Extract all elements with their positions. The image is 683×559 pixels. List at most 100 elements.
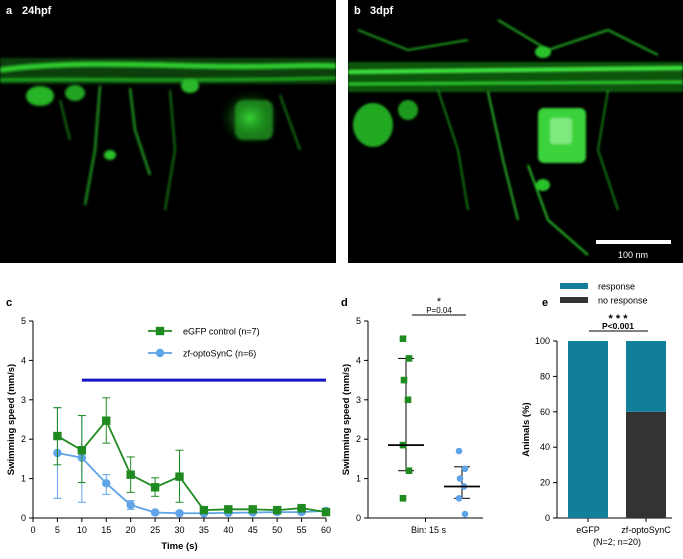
- y-tick-label: 0: [356, 513, 361, 523]
- x-tick-label: 50: [272, 525, 282, 535]
- data-point: [297, 503, 306, 513]
- y-tick-label: 60: [540, 407, 550, 417]
- category-footer: (N=2; n=20): [593, 537, 641, 547]
- y-axis-label: Swimming speed (mm/s): [6, 364, 17, 475]
- data-point: [150, 508, 160, 517]
- x-tick-label: 45: [248, 525, 258, 535]
- data-point: [126, 470, 135, 479]
- data-point: [456, 475, 464, 482]
- data-point: [405, 467, 413, 475]
- data-point: [199, 505, 209, 515]
- legend-label: zf-optoSynC (n=6): [183, 349, 256, 359]
- y-axis-label: Animals (%): [521, 402, 532, 456]
- y-tick-label: 1: [356, 474, 361, 484]
- data-point: [455, 495, 463, 502]
- x-tick-label: 55: [297, 525, 307, 535]
- data-point: [102, 479, 111, 488]
- legend-label: no response: [598, 296, 648, 306]
- x-tick-label: 0: [30, 525, 35, 535]
- data-point: [461, 465, 469, 473]
- y-tick-label: 20: [540, 478, 550, 488]
- series-zf-optosync: [53, 407, 331, 518]
- data-point: [102, 416, 111, 425]
- x-tick-label: 40: [223, 525, 233, 535]
- data-point: [400, 376, 408, 384]
- data-point: [272, 505, 282, 515]
- x-axis-label: Time (s): [161, 541, 197, 552]
- y-tick-label: 3: [21, 395, 26, 405]
- scale-bar-label: 100 nm: [618, 250, 649, 260]
- data-point: [399, 335, 407, 343]
- y-tick-label: 40: [540, 442, 550, 452]
- panel-e-letter: e: [542, 297, 548, 309]
- x-tick-label: 30: [174, 525, 184, 535]
- y-tick-label: 4: [356, 355, 361, 365]
- x-tick-label: eGFP: [576, 525, 600, 535]
- bar-segment-response: [626, 341, 666, 412]
- data-point: [248, 505, 257, 514]
- chart-swimming-speed-bin: 0 1 2 3 4 5 Bin: 15 s Swimming speed (mm/s) *P=0…: [341, 296, 483, 535]
- panel-b-letter: b: [354, 5, 361, 17]
- data-point: [321, 507, 331, 517]
- legend-marker: [155, 326, 165, 336]
- x-tick-label: 15: [101, 525, 111, 535]
- y-tick-label: 80: [540, 371, 550, 381]
- p-value-label: P<0.001: [602, 321, 634, 331]
- significance-stars: *: [437, 296, 442, 308]
- chart-animals-response: 0 20 40 60 80 100 Animals (%) eGFP zf-optoSynC (N…: [521, 282, 672, 547]
- x-tick-label: 10: [77, 525, 87, 535]
- legend-label: response: [598, 282, 635, 292]
- p-value-label: P=0.04: [426, 306, 452, 315]
- legend-swatch: [560, 297, 588, 303]
- panel-a-title: 24hpf: [22, 5, 52, 17]
- y-tick-label: 3: [356, 395, 361, 405]
- data-point: [53, 431, 62, 441]
- data-point: [77, 446, 87, 455]
- data-point: [405, 355, 413, 362]
- y-tick-label: 1: [21, 474, 26, 484]
- x-tick-label: 5: [55, 525, 60, 535]
- bar-segment-response: [568, 341, 608, 518]
- panel-a-letter: a: [6, 5, 13, 17]
- legend-marker: [155, 348, 165, 358]
- series-line: [57, 452, 327, 515]
- panel-d-letter: d: [341, 297, 348, 309]
- legend-swatch: [560, 283, 588, 289]
- data-point: [175, 472, 184, 481]
- micrograph-3dpf: b 3dpf 100 nm: [348, 0, 683, 263]
- y-tick-label: 0: [21, 513, 26, 523]
- bar-segment-no-response: [626, 411, 666, 518]
- data-point: [399, 495, 407, 502]
- x-tick-label: 25: [150, 525, 160, 535]
- data-point: [126, 500, 135, 510]
- panel-b-title: 3dpf: [370, 5, 394, 17]
- group-egfp-control: [388, 335, 424, 502]
- x-tick-label: 20: [126, 525, 136, 535]
- series-line: [56, 418, 327, 513]
- data-point: [150, 483, 160, 492]
- data-point: [175, 509, 184, 518]
- x-tick-label: zf-optoSynC: [621, 525, 671, 535]
- data-point: [455, 447, 463, 455]
- panel-c-letter: c: [6, 297, 12, 309]
- x-tick-label: 35: [199, 525, 209, 535]
- legend-label: eGFP control (n=7): [183, 327, 260, 337]
- y-tick-label: 2: [356, 434, 361, 444]
- y-axis-label: Swimming speed (mm/s): [341, 364, 352, 475]
- data-point: [461, 510, 469, 518]
- series-egfp-control: [53, 397, 331, 517]
- x-tick-label: Bin: 15 s: [411, 525, 447, 535]
- group-zf-optosync: [444, 447, 480, 518]
- data-point: [224, 505, 233, 514]
- significance-stars: * * *: [609, 313, 629, 325]
- scale-bar: [596, 240, 671, 244]
- y-tick-label: 0: [545, 513, 550, 523]
- y-tick-label: 5: [356, 316, 361, 326]
- y-tick-label: 4: [21, 355, 26, 365]
- y-tick-label: 100: [535, 336, 550, 346]
- y-tick-label: 2: [21, 434, 26, 444]
- data-point: [404, 396, 412, 404]
- x-tick-label: 60: [321, 525, 331, 535]
